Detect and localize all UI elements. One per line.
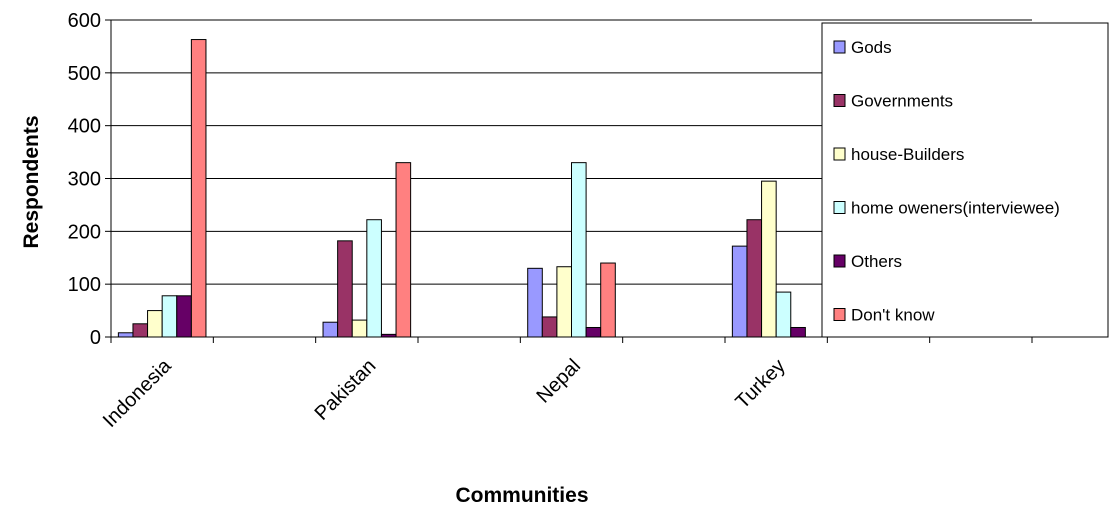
y-tick-label: 200 [68, 221, 101, 243]
y-axis-ticks: 0 100 200 300 400 500 600 [68, 10, 111, 349]
legend-swatch [833, 147, 846, 161]
category-label: Turkey [731, 355, 789, 413]
bar [147, 310, 163, 338]
x-axis-title: Communities [455, 484, 588, 506]
bar [176, 295, 192, 338]
legend-box [821, 22, 1109, 338]
bar [585, 326, 602, 338]
legend-label: Governments [851, 92, 953, 111]
bar [366, 219, 382, 338]
bar [527, 267, 543, 338]
y-tick-label: 400 [68, 116, 101, 138]
category-label: Nepal [533, 355, 586, 408]
y-tick-label: 500 [68, 63, 101, 85]
legend: Gods Governments house-Builders home owener… [821, 22, 1109, 338]
legend-swatch [833, 254, 846, 268]
legend-swatch [833, 40, 846, 54]
bar [132, 323, 149, 338]
bars [117, 39, 806, 338]
y-tick-label: 100 [68, 274, 101, 296]
bar [337, 240, 353, 338]
legend-swatch [833, 201, 846, 214]
category-label: Pakistan [311, 355, 381, 425]
bar [775, 291, 792, 338]
y-tick-label: 300 [68, 169, 101, 191]
y-axis-title: Respondents [20, 115, 43, 248]
category-label: Indonesia [99, 354, 177, 432]
bar [761, 180, 777, 338]
legend-label: home oweners(interviewee) [851, 199, 1060, 218]
bar [161, 295, 178, 338]
bar [571, 162, 587, 338]
bar [600, 262, 616, 338]
bar [322, 321, 339, 338]
category-labels: Indonesia Pakistan Nepal Turkey [99, 354, 790, 432]
bar [541, 316, 558, 338]
bar [790, 326, 806, 338]
legend-label: Don't know [851, 306, 935, 325]
y-tick-label: 0 [90, 327, 101, 349]
legend-label: Others [851, 252, 902, 271]
y-tick-label: 600 [68, 10, 101, 32]
legend-swatch [833, 94, 846, 107]
legend-label: house-Builders [851, 145, 964, 164]
bar [351, 319, 368, 338]
bar [746, 219, 763, 338]
x-axis-ticks [110, 337, 1033, 343]
legend-label: Gods [851, 38, 892, 57]
bar [117, 332, 134, 338]
bar [190, 39, 207, 338]
bar [395, 162, 412, 338]
bar [556, 266, 573, 338]
legend-swatch [833, 308, 846, 321]
bar [731, 245, 748, 338]
